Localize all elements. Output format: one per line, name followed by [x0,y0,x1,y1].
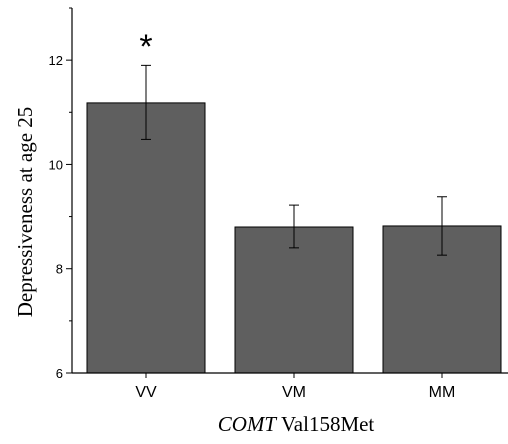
x-axis-title: COMT Val158Met [218,412,375,436]
bar-vm [234,226,354,374]
x-tick-label-vm: VM [282,384,306,401]
y-tick-label: 12 [49,53,63,68]
bar-vv [86,102,206,374]
x-axis-title-gene: COMT [218,412,278,436]
x-axis-title-variant: Val158Met [276,412,374,436]
y-tick-label: 8 [56,262,63,277]
y-tick-label: 6 [56,366,63,381]
y-axis-title: Depressiveness at age 25 [13,107,37,318]
y-tick-label: 10 [49,157,63,172]
x-tick-label-mm: MM [429,384,456,401]
significance-marker: * [139,28,152,66]
x-tick-label-vv: VV [135,384,157,401]
